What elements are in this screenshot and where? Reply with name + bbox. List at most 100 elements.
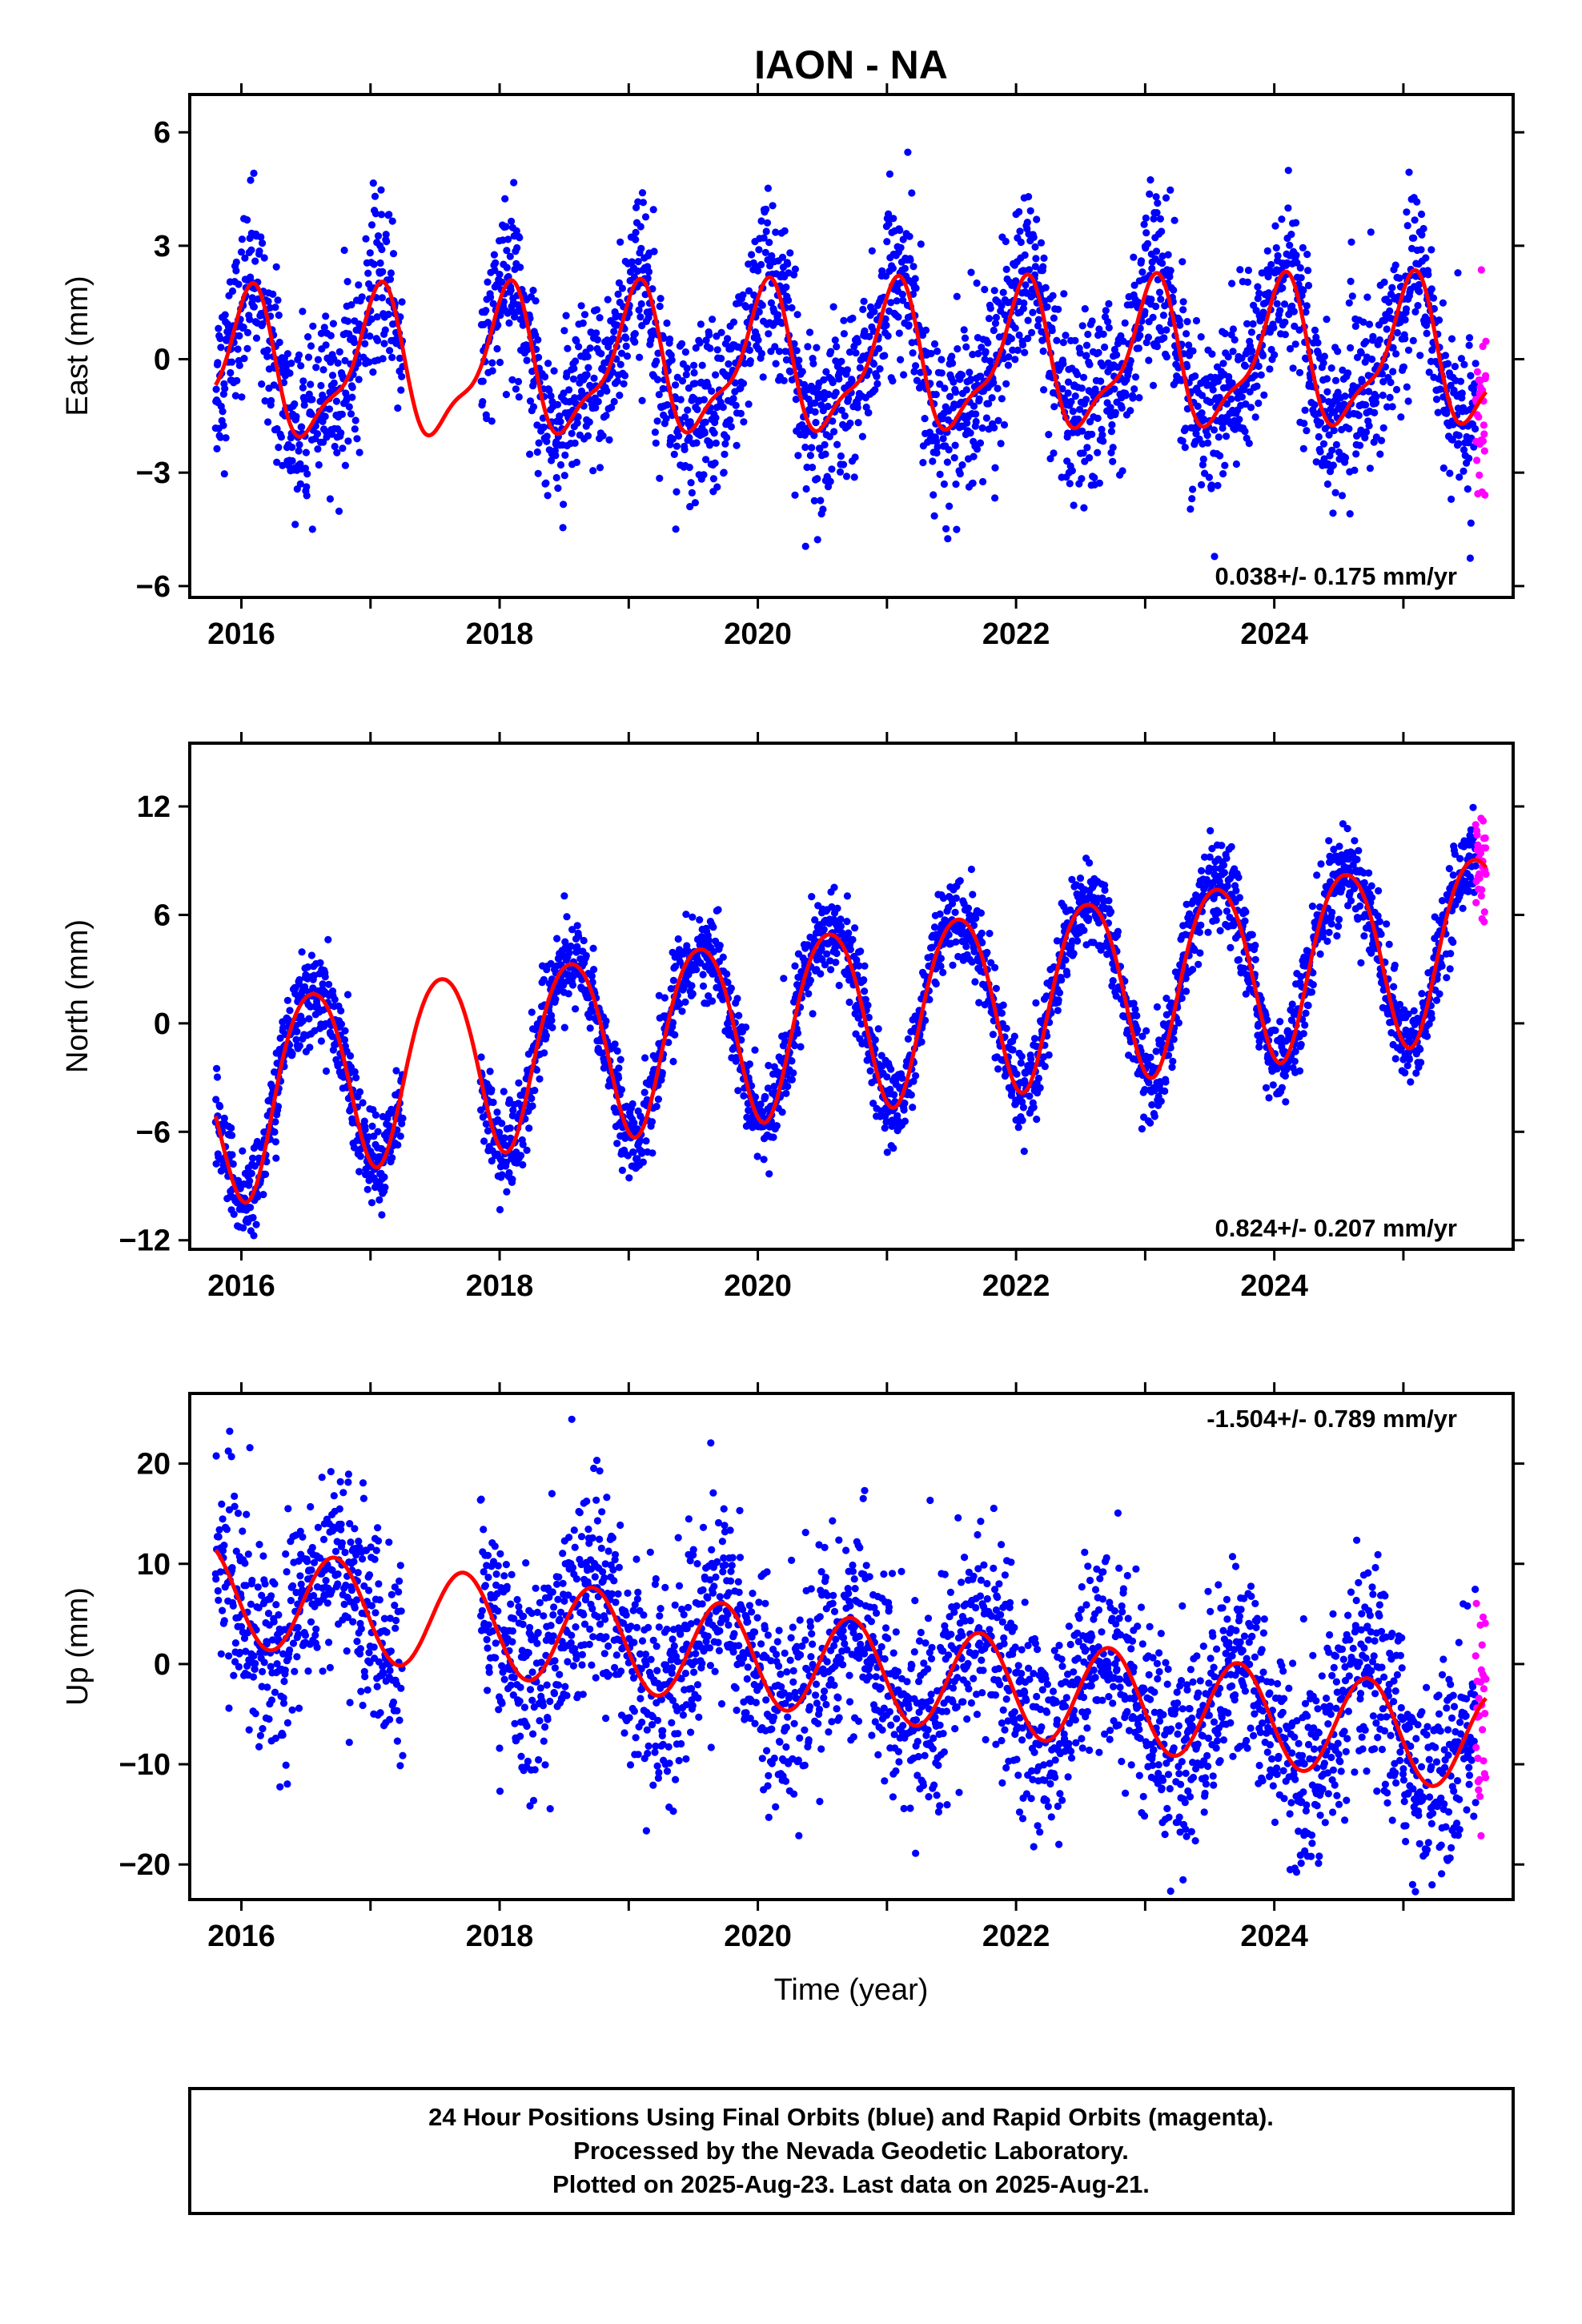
east-final-point — [216, 433, 224, 441]
east-final-point — [948, 352, 956, 360]
north-final-point — [865, 1013, 873, 1022]
east-final-point — [1330, 426, 1338, 435]
north-final-point — [1055, 989, 1064, 997]
east-final-point — [508, 308, 516, 316]
east-final-point — [339, 444, 347, 452]
east-final-point — [371, 192, 379, 200]
east-final-point — [930, 512, 938, 520]
east-final-point — [1088, 317, 1096, 325]
east-final-point — [979, 477, 987, 486]
north-final-point — [229, 1160, 237, 1168]
east-final-point — [314, 445, 322, 453]
east-final-point — [552, 452, 560, 460]
east-final-point — [259, 239, 267, 247]
east-final-point — [1162, 326, 1170, 334]
north-final-point — [271, 1118, 279, 1126]
east-final-point — [811, 399, 819, 407]
east-final-point — [697, 320, 705, 328]
east-final-point — [825, 432, 833, 440]
east-final-point — [750, 291, 758, 300]
east-final-point — [1094, 448, 1102, 456]
east-final-point — [748, 251, 756, 259]
east-final-point — [1399, 363, 1407, 371]
east-final-point — [1209, 386, 1217, 394]
east-final-point — [632, 203, 640, 211]
east-final-point — [649, 327, 657, 335]
east-final-point — [705, 331, 713, 339]
east-final-point — [705, 441, 714, 449]
east-final-point — [1265, 289, 1273, 297]
north-final-point — [827, 966, 835, 974]
north-final-point — [325, 980, 333, 988]
east-final-point — [220, 470, 228, 478]
east-final-point — [1078, 322, 1086, 330]
east-final-point — [1129, 394, 1137, 402]
east-final-point — [1320, 352, 1328, 360]
east-final-point — [696, 339, 704, 347]
north-final-point — [337, 1020, 346, 1028]
east-final-point — [255, 247, 263, 255]
north-final-point — [849, 935, 857, 943]
east-final-point — [808, 444, 816, 452]
east-final-point — [508, 217, 516, 225]
east-final-point — [1083, 444, 1091, 452]
east-final-point — [1090, 473, 1098, 482]
east-final-point — [1228, 379, 1236, 387]
north-final-point — [486, 1068, 494, 1076]
east-final-point — [371, 210, 379, 218]
east-final-point — [616, 392, 624, 400]
north-final-point — [765, 1170, 773, 1178]
east-final-point — [878, 267, 886, 275]
east-final-point — [1141, 308, 1149, 316]
north-final-point — [846, 946, 854, 954]
north-final-point — [396, 1132, 404, 1140]
north-final-point — [665, 1039, 673, 1047]
east-final-point — [822, 368, 830, 376]
north-final-point — [293, 1027, 301, 1035]
east-final-point — [1146, 176, 1154, 184]
east-final-point — [720, 468, 728, 476]
east-final-point — [216, 335, 224, 343]
east-final-point — [1255, 362, 1263, 370]
north-final-point — [725, 1024, 733, 1032]
east-final-point — [1251, 413, 1259, 421]
east-final-point — [950, 378, 958, 386]
east-final-point — [638, 189, 647, 197]
north-final-point — [295, 1042, 303, 1050]
east-final-point — [1466, 554, 1474, 562]
east-final-point — [396, 354, 404, 362]
east-final-point — [848, 376, 856, 384]
north-final-point — [249, 1154, 257, 1162]
east-final-point — [622, 342, 630, 350]
north-final-point — [817, 970, 825, 978]
east-final-point — [1319, 440, 1328, 448]
east-final-point — [1467, 519, 1475, 527]
east-final-point — [930, 491, 938, 499]
east-final-point — [990, 326, 998, 335]
east-final-point — [365, 358, 373, 366]
east-final-point — [1436, 385, 1444, 393]
east-final-point — [369, 179, 377, 187]
east-final-point — [1446, 469, 1454, 477]
east-final-point — [503, 263, 511, 271]
east-final-point — [1058, 384, 1066, 393]
east-final-point — [984, 339, 992, 347]
east-final-point — [378, 294, 386, 302]
north-final-point — [589, 1007, 597, 1015]
east-final-point — [1419, 224, 1427, 233]
east-x-tick-label: 2022 — [982, 617, 1050, 651]
east-final-point — [1221, 461, 1229, 469]
east-final-point — [1007, 335, 1015, 343]
north-final-point — [629, 1148, 637, 1156]
east-final-point — [559, 524, 567, 532]
north-final-point — [705, 992, 713, 1000]
north-final-point — [986, 930, 994, 938]
east-final-point — [1434, 408, 1442, 416]
north-final-point — [500, 1088, 508, 1096]
east-final-point — [1040, 297, 1049, 305]
east-final-point — [570, 364, 578, 372]
east-final-point — [1388, 403, 1396, 411]
east-final-point — [641, 213, 650, 221]
north-final-point — [254, 1193, 262, 1201]
north-final-point — [655, 991, 663, 999]
